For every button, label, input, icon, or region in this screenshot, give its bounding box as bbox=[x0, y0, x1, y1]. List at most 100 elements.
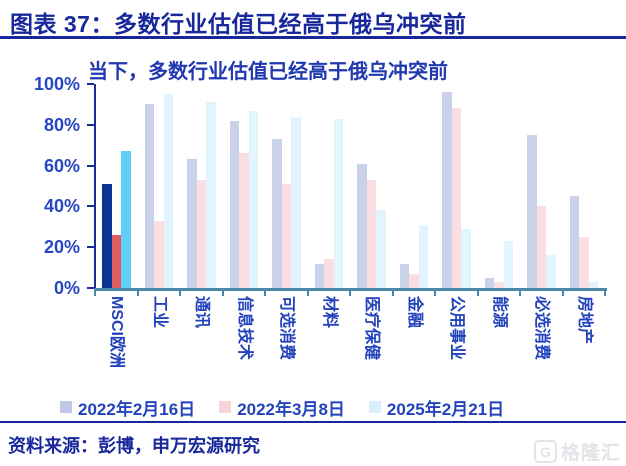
bar bbox=[291, 116, 301, 288]
x-axis-label: MSCI欧洲 bbox=[108, 296, 126, 369]
legend-swatch-icon bbox=[368, 401, 381, 413]
x-axis-label: 金融 bbox=[405, 296, 423, 329]
bar-group bbox=[308, 84, 351, 288]
bar bbox=[569, 196, 579, 288]
bar-group bbox=[435, 84, 478, 288]
figure-title: 图表 37：多数行业估值已经高于俄乌冲突前 bbox=[10, 11, 467, 37]
chart-title: 当下，多数行业估值已经高于俄乌冲突前 bbox=[88, 61, 448, 83]
y-axis-label: 60% bbox=[43, 155, 80, 176]
x-axis-label: 通讯 bbox=[193, 296, 211, 329]
bar bbox=[281, 183, 291, 288]
x-axis-tick bbox=[476, 291, 479, 296]
x-axis-tick bbox=[391, 291, 394, 296]
y-axis-line bbox=[94, 84, 96, 289]
bar bbox=[418, 224, 428, 288]
watermark: G 格隆汇 bbox=[533, 438, 621, 465]
y-axis-label: 80% bbox=[43, 114, 80, 135]
x-axis-label: 医疗保健 bbox=[363, 296, 381, 361]
x-axis-tick bbox=[306, 291, 309, 296]
footer-divider bbox=[0, 421, 626, 423]
x-axis-tick bbox=[561, 291, 564, 296]
y-axis-tick bbox=[87, 287, 94, 289]
x-axis-tick bbox=[136, 291, 139, 296]
y-axis-label: 40% bbox=[43, 196, 80, 217]
x-axis-line bbox=[94, 288, 607, 291]
header-divider bbox=[0, 36, 626, 39]
x-axis-tick bbox=[349, 291, 351, 296]
x-axis-tick bbox=[179, 291, 181, 296]
watermark-text: 格隆汇 bbox=[560, 443, 621, 464]
bar bbox=[484, 277, 494, 288]
bar-group bbox=[520, 84, 563, 288]
bar-group bbox=[265, 84, 308, 288]
legend-item: 2022年3月8日 bbox=[219, 395, 345, 420]
x-axis-label: 必选消费 bbox=[533, 296, 551, 361]
x-axis-tick bbox=[519, 291, 521, 296]
bar bbox=[494, 281, 504, 288]
x-axis-tick bbox=[94, 291, 96, 296]
x-axis-tick bbox=[221, 291, 224, 296]
bar bbox=[503, 241, 513, 288]
bar bbox=[588, 281, 598, 288]
bar bbox=[121, 151, 131, 288]
bar bbox=[546, 255, 556, 288]
bar bbox=[111, 234, 121, 288]
bar bbox=[357, 163, 367, 288]
legend: 2022年2月16日 2022年3月8日 2025年2月21日 bbox=[60, 395, 580, 420]
legend-label: 2022年3月8日 bbox=[237, 399, 345, 419]
y-axis-tick bbox=[87, 123, 94, 126]
bar bbox=[196, 179, 206, 288]
x-axis-label: 公用事业 bbox=[448, 296, 466, 361]
bar-group bbox=[350, 84, 393, 288]
bar bbox=[376, 210, 386, 288]
bar-group bbox=[478, 84, 521, 288]
bar bbox=[239, 153, 249, 288]
x-axis-label: 工业 bbox=[150, 296, 168, 329]
y-axis-label: 0% bbox=[53, 278, 80, 298]
y-axis-tick bbox=[87, 83, 94, 85]
legend-label: 2025年2月21日 bbox=[386, 399, 505, 419]
y-axis-tick bbox=[87, 164, 94, 167]
y-axis-label: 20% bbox=[43, 237, 80, 258]
x-axis-tick bbox=[434, 291, 436, 296]
x-axis-tick bbox=[264, 291, 266, 296]
y-axis-tick bbox=[87, 205, 94, 208]
bar-group bbox=[393, 84, 436, 288]
bar bbox=[399, 263, 409, 288]
bar bbox=[536, 206, 546, 288]
bar-group bbox=[223, 84, 266, 288]
bar bbox=[461, 228, 471, 288]
gelonghui-logo-icon: G bbox=[533, 440, 557, 463]
bar bbox=[187, 159, 197, 288]
bar bbox=[442, 92, 452, 288]
legend-item: 2025年2月21日 bbox=[368, 395, 505, 420]
bar bbox=[579, 237, 589, 288]
bar-group bbox=[563, 84, 606, 288]
bar bbox=[229, 120, 239, 288]
x-axis-label: 能源 bbox=[490, 296, 508, 329]
bar-group bbox=[180, 84, 223, 288]
legend-item: 2022年2月16日 bbox=[60, 395, 195, 420]
legend-swatch-icon bbox=[219, 401, 232, 413]
x-axis-label: 材料 bbox=[320, 296, 338, 329]
bar bbox=[272, 139, 282, 288]
bar bbox=[163, 94, 173, 288]
bar bbox=[527, 135, 537, 288]
legend-swatch-icon bbox=[60, 401, 72, 413]
x-axis-label: 房地产 bbox=[575, 296, 593, 345]
bar bbox=[333, 118, 343, 288]
bar bbox=[248, 110, 258, 288]
y-axis-tick bbox=[87, 246, 94, 249]
bar-group bbox=[95, 84, 138, 288]
plot-area bbox=[95, 84, 605, 288]
legend-label: 2022年2月16日 bbox=[78, 399, 196, 419]
bar bbox=[102, 183, 112, 288]
bar bbox=[409, 273, 419, 288]
bar bbox=[451, 108, 461, 288]
x-axis-tick bbox=[604, 291, 606, 296]
y-axis-label: 100% bbox=[33, 74, 80, 94]
bar bbox=[314, 263, 324, 288]
bar bbox=[154, 220, 164, 288]
bar-group bbox=[138, 84, 181, 288]
